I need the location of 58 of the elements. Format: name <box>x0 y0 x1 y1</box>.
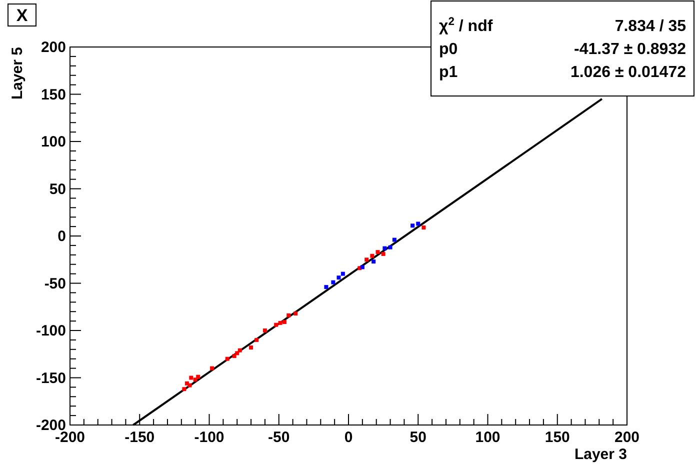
y-tick-label: -100 <box>36 322 66 340</box>
point <box>416 222 420 226</box>
point <box>182 387 186 392</box>
point <box>278 320 282 325</box>
point <box>225 356 230 361</box>
text: χ$^{2}$ / ndf <box>439 16 494 35</box>
x-tick-label: 200 <box>614 429 640 446</box>
y-tick-label: -50 <box>44 275 66 292</box>
x-tick-label: 50 <box>410 429 426 446</box>
point <box>388 245 392 250</box>
point <box>210 366 214 370</box>
y-axis-title: Layer 5 <box>9 47 26 100</box>
point <box>382 246 387 250</box>
point <box>193 378 198 382</box>
point <box>392 238 396 242</box>
x-axis-title: Layer 3 <box>574 446 627 463</box>
point <box>360 265 364 270</box>
x-tick-label: 100 <box>475 429 500 446</box>
point <box>188 383 192 388</box>
annotation: 1.026 ± 0.01472 <box>570 64 686 81</box>
y-tick-label: -150 <box>36 370 66 387</box>
point <box>422 225 426 230</box>
point <box>340 272 345 276</box>
point <box>372 260 376 264</box>
text: 7.834 / 35 <box>614 18 686 35</box>
point <box>238 348 242 352</box>
point <box>274 322 278 327</box>
point <box>370 254 374 258</box>
point <box>376 250 380 254</box>
point <box>364 258 369 262</box>
annotation: -41.37 ± 0.8932 <box>574 41 686 58</box>
y-tick-label: 100 <box>40 134 66 150</box>
point <box>254 338 259 342</box>
point <box>249 346 254 350</box>
x-tick-label: -50 <box>268 429 290 446</box>
y-tick-label: 200 <box>40 39 66 56</box>
point <box>410 224 415 228</box>
point <box>294 311 298 316</box>
point <box>331 280 336 284</box>
y-tick-label: 50 <box>49 180 66 198</box>
point <box>282 320 286 324</box>
point <box>235 351 240 356</box>
point <box>336 276 341 280</box>
annotation: p0 <box>439 41 458 58</box>
y-tick-label: 0 <box>58 228 66 245</box>
x-tick-label: -150 <box>124 429 155 446</box>
point <box>381 252 386 256</box>
y-tick-label: 150 <box>40 86 66 104</box>
point <box>324 285 328 290</box>
chart-title: X <box>16 6 28 25</box>
x-tick-label: 150 <box>544 429 570 446</box>
point <box>262 328 267 332</box>
annotation: p1 <box>439 64 458 81</box>
point <box>189 376 194 380</box>
x-tick-label: -100 <box>194 429 224 446</box>
point <box>232 354 236 358</box>
point <box>286 313 291 318</box>
x-tick-label: 0 <box>344 429 353 446</box>
